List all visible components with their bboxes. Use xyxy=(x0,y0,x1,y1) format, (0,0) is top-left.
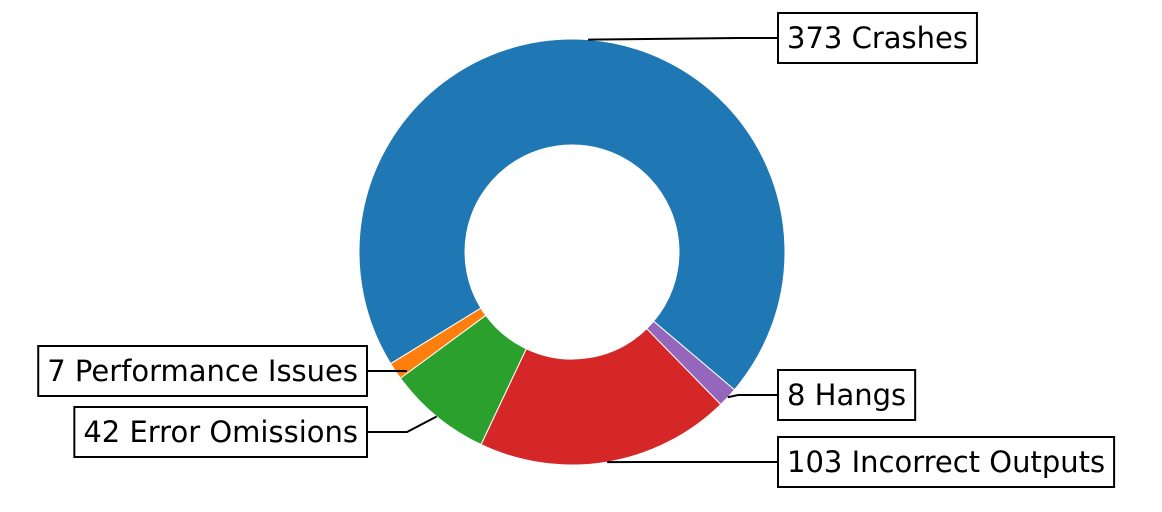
leader-line xyxy=(367,415,438,433)
slice-label-text: 103 Incorrect Outputs xyxy=(787,445,1105,479)
label-box xyxy=(37,345,368,397)
leader-line xyxy=(588,37,778,41)
slice-label: 42 Error Omissions xyxy=(73,406,368,458)
slice-label: 373 Crashes xyxy=(777,12,978,64)
label-box xyxy=(73,406,368,458)
donut-slice xyxy=(480,327,722,466)
leader-line xyxy=(727,394,778,399)
slice-label-text: 7 Performance Issues xyxy=(47,354,358,388)
label-box xyxy=(777,12,978,64)
slice-label: 8 Hangs xyxy=(777,369,917,421)
slice-label: 7 Performance Issues xyxy=(37,345,368,397)
slice-label-text: 8 Hangs xyxy=(787,378,906,412)
donut-slice xyxy=(358,38,786,391)
slice-label-text: 373 Crashes xyxy=(787,21,968,55)
label-box xyxy=(777,369,917,421)
slice-label: 103 Incorrect Outputs xyxy=(777,436,1116,488)
donut-slice xyxy=(646,320,736,406)
label-box xyxy=(777,436,1116,488)
slice-label-text: 42 Error Omissions xyxy=(83,415,358,449)
